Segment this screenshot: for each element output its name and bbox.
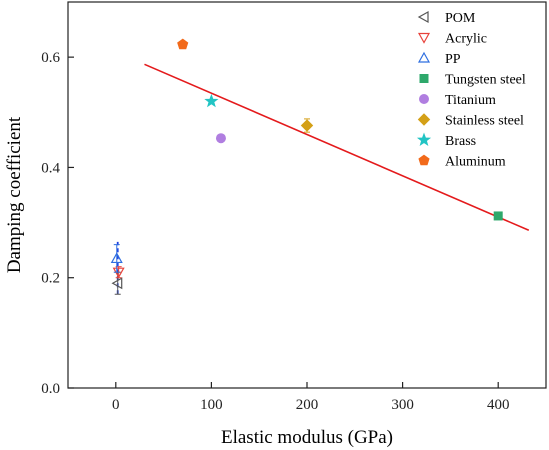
point-pom (111, 277, 123, 290)
y-tick-label: 0.6 (41, 50, 60, 66)
plot-frame (67, 1, 547, 389)
x-tick-label: 200 (296, 397, 319, 413)
legend-tungsten-steel-marker (419, 74, 429, 83)
fit-line (144, 63, 530, 232)
point-pp (110, 252, 123, 264)
legend-aluminum-label: Aluminum (445, 155, 506, 170)
legend-pom-label: POM (445, 11, 476, 26)
y-tick-label: 0.0 (41, 381, 60, 397)
point-titanium (215, 133, 226, 144)
x-tick-label: 100 (200, 397, 223, 413)
legend-brass-label: Brass (445, 134, 476, 149)
legend: POM Acrylic PP Tungsten steel Titanium Stainl… (416, 10, 526, 170)
y-axis-ticks: 0.0 0.2 0.4 0.6 (41, 50, 74, 397)
y-tick-label: 0.2 (41, 271, 60, 287)
point-stainless-steel (300, 119, 314, 132)
legend-aluminum-marker (418, 154, 430, 166)
point-brass (204, 93, 219, 108)
x-axis-ticks: 0 100 200 300 400 (112, 382, 509, 413)
point-aluminum (177, 38, 189, 50)
x-tick-label: 0 (112, 397, 120, 413)
legend-pp-marker (417, 51, 431, 63)
x-tick-label: 300 (391, 397, 414, 413)
x-axis-label: Elastic modulus (GPa) (221, 427, 393, 448)
x-tick-label: 400 (487, 397, 510, 413)
legend-pom-marker (417, 10, 429, 24)
data-points (110, 38, 503, 295)
legend-brass-marker (416, 132, 432, 147)
legend-titanium-marker (419, 94, 429, 104)
y-tick-label: 0.4 (41, 160, 60, 176)
legend-stainless-steel-label: Stainless steel (445, 114, 524, 129)
legend-acrylic-marker (417, 32, 431, 44)
y-axis-label: Damping coefficient (4, 116, 25, 273)
legend-tungsten-steel-label: Tungsten steel (445, 73, 526, 88)
point-tungsten-steel (493, 211, 503, 221)
legend-pp-label: PP (445, 52, 461, 67)
legend-titanium-label: Titanium (445, 93, 496, 108)
legend-acrylic-label: Acrylic (445, 32, 487, 47)
legend-stainless-steel-marker (417, 113, 431, 126)
